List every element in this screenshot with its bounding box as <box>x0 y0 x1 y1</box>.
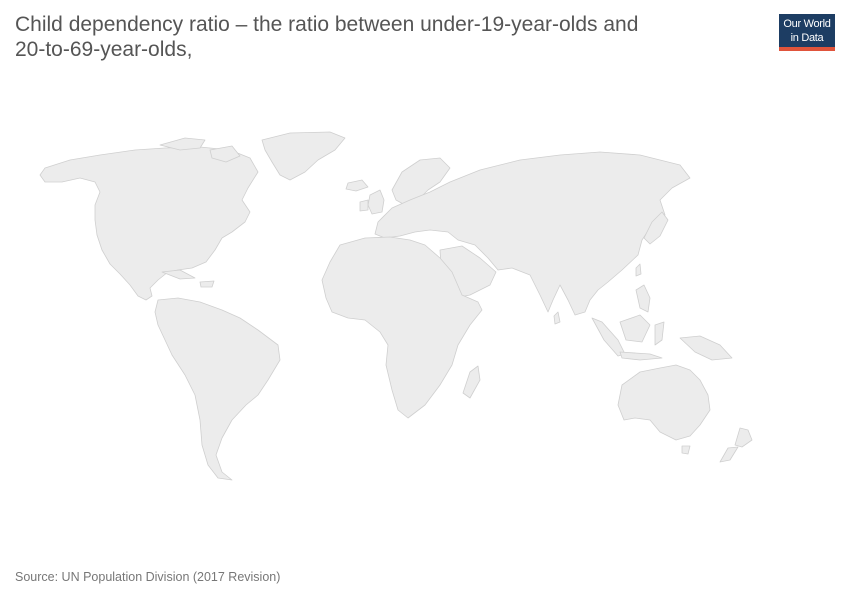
borneo[interactable] <box>619 314 651 343</box>
iceland[interactable] <box>345 179 369 192</box>
japan[interactable] <box>643 211 669 245</box>
eurasia[interactable] <box>374 151 691 316</box>
chart-title: Child dependency ratio – the ratio betwe… <box>15 12 715 62</box>
hispaniola[interactable] <box>199 280 215 288</box>
africa[interactable] <box>321 236 483 419</box>
ireland[interactable] <box>359 199 369 212</box>
new-guinea[interactable] <box>679 335 733 361</box>
cuba[interactable] <box>161 269 196 280</box>
north-america[interactable] <box>39 146 259 301</box>
logo-accent-bar <box>779 47 835 51</box>
greenland[interactable] <box>261 131 346 181</box>
philippines[interactable] <box>635 284 651 313</box>
great-britain[interactable] <box>367 189 385 215</box>
madagascar[interactable] <box>462 365 481 399</box>
new-zealand[interactable] <box>719 427 753 463</box>
title-line-2: 20-to-69-year-olds, <box>15 38 193 61</box>
sumatra[interactable] <box>591 317 626 357</box>
arctic-islands[interactable] <box>159 137 241 163</box>
south-america[interactable] <box>154 297 281 481</box>
logo-line-2: in Data <box>790 32 824 44</box>
sulawesi[interactable] <box>654 321 665 346</box>
source-note: Source: UN Population Division (2017 Rev… <box>15 570 281 584</box>
java[interactable] <box>619 351 663 361</box>
tasmania[interactable] <box>681 445 691 455</box>
australia[interactable] <box>617 364 711 441</box>
logo-line-1: Our World <box>783 18 831 30</box>
owid-logo[interactable]: Our World in Data <box>779 14 835 51</box>
sri-lanka[interactable] <box>553 311 561 325</box>
title-line-1: Child dependency ratio – the ratio betwe… <box>15 13 639 36</box>
taiwan[interactable] <box>635 263 642 277</box>
